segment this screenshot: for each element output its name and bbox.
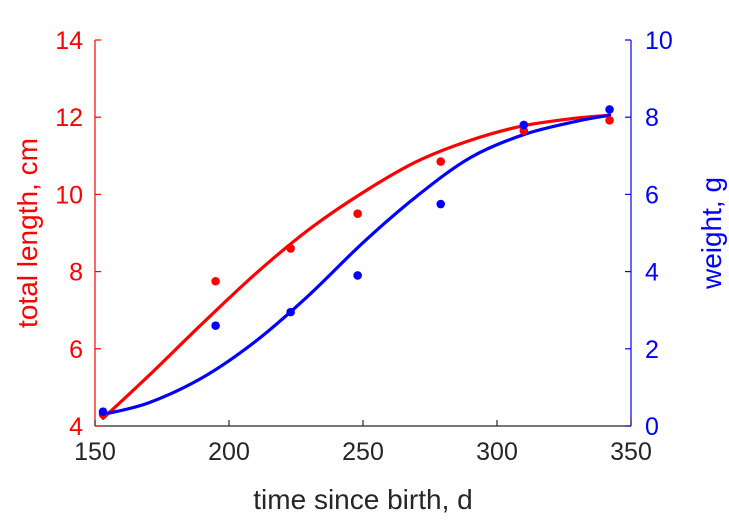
length-data-point — [436, 157, 446, 166]
x-tick-label: 250 — [342, 438, 384, 466]
length-data-point — [211, 276, 220, 286]
x-tick-label: 200 — [208, 438, 250, 466]
weight-data-point — [286, 307, 295, 317]
axes: 150 200 250 300 350 4 6 8 10 12 14 0 2 4 6 8 10 — [55, 27, 673, 466]
x-axis-label: time since birth, d — [253, 484, 472, 515]
data-points — [98, 105, 614, 419]
y-right-tick-label: 0 — [645, 413, 659, 441]
y-left-tick-label: 12 — [55, 104, 83, 132]
x-tick-label: 350 — [610, 438, 652, 466]
axis-labels: time since birth, d total length, cm wei… — [12, 138, 727, 515]
weight-data-point — [436, 199, 446, 209]
weight-fit-curve — [101, 113, 612, 417]
weight-data-point — [605, 105, 614, 114]
x-tick-label: 150 — [74, 438, 116, 466]
y-left-tick-label: 8 — [69, 259, 83, 287]
weight-data-point — [211, 321, 220, 330]
y-right-tick-label: 4 — [645, 259, 659, 287]
x-tick-label: 300 — [476, 438, 518, 466]
y-left-tick-label: 6 — [69, 336, 83, 364]
y-right-tick-label: 10 — [645, 27, 673, 55]
weight-data-point — [519, 120, 529, 130]
y-right-tick-label: 6 — [645, 181, 659, 209]
y-axis-left-label: total length, cm — [12, 138, 43, 328]
y-left-tick-label: 14 — [55, 27, 83, 55]
length-fit-curve — [101, 113, 612, 420]
weight-data-point — [98, 407, 108, 417]
y-axis-right-label: weight, g — [696, 177, 727, 290]
length-data-point — [286, 244, 295, 253]
y-right-tick-label: 8 — [645, 104, 659, 132]
length-data-point — [605, 115, 614, 125]
y-left-tick-label: 4 — [69, 413, 83, 441]
fit-curves — [101, 113, 612, 420]
weight-data-point — [353, 271, 362, 280]
length-data-point — [353, 209, 362, 218]
y-right-tick-label: 2 — [645, 336, 659, 364]
y-left-tick-label: 10 — [55, 181, 83, 209]
